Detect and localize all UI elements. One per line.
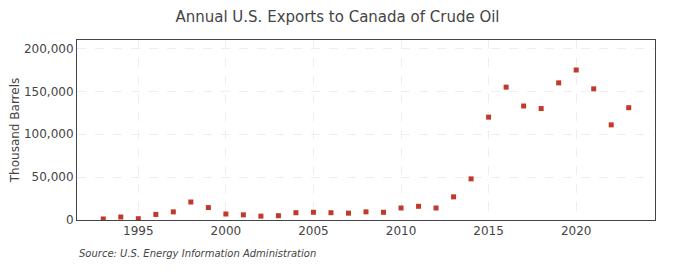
svg-text:2005: 2005: [298, 224, 329, 238]
svg-text:2015: 2015: [473, 224, 504, 238]
svg-text:2000: 2000: [211, 224, 242, 238]
svg-text:Source: U.S. Energy Informatio: Source: U.S. Energy Information Administ…: [79, 248, 316, 259]
svg-text:150,000: 150,000: [24, 85, 74, 99]
svg-text:Annual U.S. Exports to Canada: Annual U.S. Exports to Canada of Crude O…: [175, 8, 499, 26]
svg-text:100,000: 100,000: [24, 127, 74, 141]
svg-text:Thousand Barrels: Thousand Barrels: [8, 78, 22, 183]
svg-text:1995: 1995: [123, 224, 154, 238]
svg-text:200,000: 200,000: [24, 42, 74, 56]
svg-text:0: 0: [66, 213, 74, 227]
svg-text:2010: 2010: [386, 224, 417, 238]
svg-text:2020: 2020: [561, 224, 592, 238]
svg-text:50,000: 50,000: [32, 170, 74, 184]
